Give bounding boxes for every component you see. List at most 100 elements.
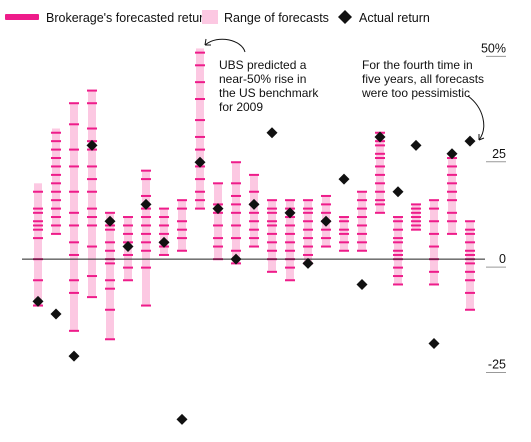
range-bar xyxy=(430,200,438,285)
actual-markers xyxy=(32,127,476,425)
forecast-tick xyxy=(321,245,331,248)
forecast-tick xyxy=(321,228,331,231)
actual-marker xyxy=(122,241,134,253)
forecast-tick xyxy=(411,228,421,231)
forecast-tick xyxy=(285,232,295,235)
forecast-tick xyxy=(177,207,187,210)
y-axis-labels: 50% 25 0 -25 xyxy=(481,41,506,374)
forecast-tick xyxy=(339,220,349,223)
forecast-tick xyxy=(33,190,43,193)
forecast-tick xyxy=(141,266,151,269)
forecast-tick xyxy=(429,207,439,210)
forecast-tick xyxy=(141,169,151,172)
forecast-tick xyxy=(51,224,61,227)
forecast-tick xyxy=(303,245,313,248)
actual-marker xyxy=(446,148,458,160)
forecast-tick xyxy=(69,279,79,282)
forecast-tick xyxy=(87,245,97,248)
forecast-tick xyxy=(69,148,79,151)
forecast-tick xyxy=(375,199,385,202)
forecast-tick xyxy=(321,203,331,206)
y-tick-label: -25 xyxy=(488,358,506,372)
forecast-tick xyxy=(465,228,475,231)
range-bar xyxy=(466,221,474,310)
forecast-tick xyxy=(87,178,97,181)
forecast-tick xyxy=(357,232,367,235)
forecast-tick xyxy=(69,211,79,214)
forecast-tick xyxy=(393,275,403,278)
fourth-annotation-line-2: five years, all forecasts xyxy=(362,72,484,86)
legend-actual-marker xyxy=(338,10,352,24)
forecast-tick xyxy=(141,241,151,244)
range-bar xyxy=(250,174,258,247)
forecast-tick xyxy=(69,224,79,227)
legend: Brokerage's forecasted return Range of f… xyxy=(5,10,430,25)
forecast-tick xyxy=(375,182,385,185)
forecast-tick xyxy=(33,211,43,214)
fourth-annotation: For the fourth time in five years, all f… xyxy=(361,58,485,141)
forecast-tick xyxy=(429,220,439,223)
forecast-tick xyxy=(195,199,205,202)
actual-marker xyxy=(302,257,314,269)
forecast-tick xyxy=(429,283,439,286)
forecast-tick xyxy=(393,241,403,244)
forecast-tick xyxy=(411,224,421,227)
forecast-tick xyxy=(285,266,295,269)
forecast-tick xyxy=(447,190,457,193)
forecast-tick xyxy=(51,148,61,151)
actual-marker xyxy=(338,173,350,185)
forecast-tick xyxy=(213,237,223,240)
forecast-tick xyxy=(465,241,475,244)
forecast-tick xyxy=(51,207,61,210)
actual-marker xyxy=(248,198,260,210)
forecast-tick xyxy=(195,190,205,193)
forecast-tick xyxy=(375,211,385,214)
ubs-annotation-arrowhead xyxy=(204,38,211,46)
forecast-tick xyxy=(375,203,385,206)
forecast-tick xyxy=(393,266,403,269)
forecast-tick xyxy=(105,228,115,231)
forecast-tick xyxy=(33,279,43,282)
range-bar xyxy=(448,158,456,234)
forecast-tick xyxy=(177,199,187,202)
forecast-tick xyxy=(465,262,475,265)
forecast-tick xyxy=(195,81,205,84)
actual-marker xyxy=(158,236,170,248)
forecast-tick xyxy=(321,194,331,197)
forecast-tick xyxy=(447,232,457,235)
forecast-tick xyxy=(87,102,97,105)
forecast-tick xyxy=(357,241,367,244)
forecast-tick xyxy=(429,270,439,273)
range-bar xyxy=(88,90,96,298)
range-bar xyxy=(70,103,78,331)
forecast-tick xyxy=(285,224,295,227)
forecast-tick xyxy=(105,241,115,244)
forecast-tick xyxy=(51,216,61,219)
actual-marker xyxy=(266,127,278,139)
actual-marker xyxy=(32,295,44,307)
forecast-tick xyxy=(411,216,421,219)
forecast-tick xyxy=(429,199,439,202)
forecast-tick xyxy=(87,216,97,219)
y-tick-label: 25 xyxy=(492,147,506,161)
range-bar xyxy=(214,183,222,260)
forecast-tick xyxy=(141,232,151,235)
forecast-tick xyxy=(267,232,277,235)
forecast-tick xyxy=(213,224,223,227)
actual-marker xyxy=(194,156,206,168)
forecast-tick xyxy=(357,207,367,210)
ubs-annotation-arrow xyxy=(204,38,246,53)
forecast-tick xyxy=(231,224,241,227)
forecast-tick xyxy=(411,211,421,214)
actual-marker xyxy=(212,203,224,215)
forecast-tick xyxy=(321,237,331,240)
forecast-tick xyxy=(447,165,457,168)
forecast-tick xyxy=(177,220,187,223)
forecast-tick xyxy=(303,211,313,214)
actual-marker xyxy=(230,253,242,265)
forecast-tick xyxy=(249,190,259,193)
forecast-tick xyxy=(249,173,259,176)
range-bar xyxy=(178,200,186,251)
forecast-tick xyxy=(447,220,457,223)
forecast-tick xyxy=(267,211,277,214)
